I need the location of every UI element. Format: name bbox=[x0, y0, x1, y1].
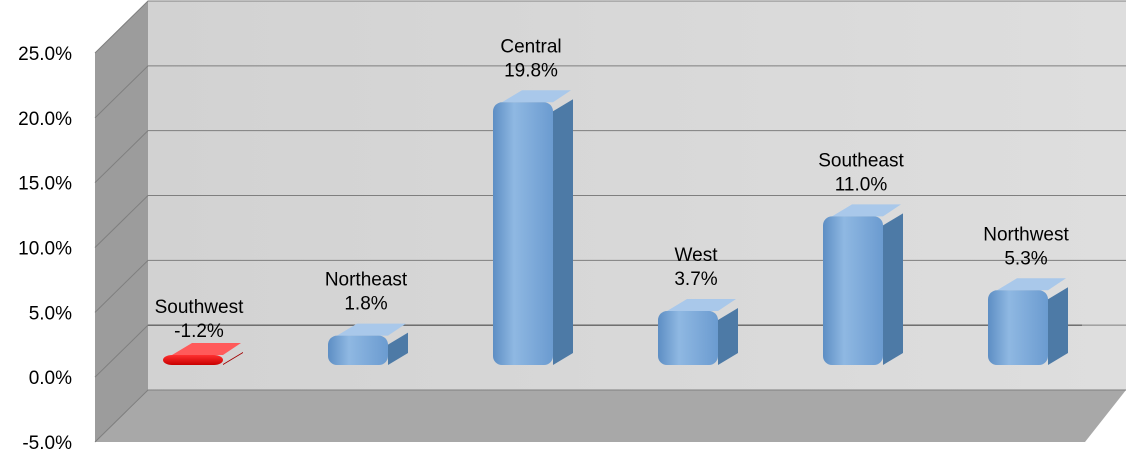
data-label-value: 3.7% bbox=[674, 269, 717, 290]
data-label-value: 5.3% bbox=[1004, 248, 1047, 269]
bar-side bbox=[883, 213, 903, 365]
bar-side bbox=[1048, 287, 1068, 365]
y-tick-label: -5.0% bbox=[22, 433, 72, 454]
data-label-value: 19.8% bbox=[504, 60, 558, 81]
data-label-value: 1.8% bbox=[344, 294, 387, 315]
data-label-value: -1.2% bbox=[174, 321, 224, 342]
y-tick-label: 0.0% bbox=[29, 368, 72, 389]
y-tick-label: 10.0% bbox=[18, 239, 72, 260]
data-label-category: Southwest bbox=[155, 297, 244, 318]
bar bbox=[823, 216, 883, 365]
bar bbox=[658, 311, 718, 365]
y-tick-label: 5.0% bbox=[29, 303, 72, 324]
data-label-category: Northwest bbox=[983, 224, 1069, 245]
y-axis-ticks: -5.0% 0.0% 5.0% 10.0% 15.0% 20.0% 25.0% bbox=[18, 44, 72, 454]
bar-side bbox=[388, 332, 408, 365]
gridline bbox=[94, 130, 1126, 184]
gridline bbox=[94, 389, 1126, 443]
data-label-category: Northeast bbox=[325, 270, 408, 291]
bar bbox=[988, 290, 1048, 365]
bar bbox=[163, 355, 223, 365]
bar-top bbox=[997, 278, 1066, 291]
gridline bbox=[94, 259, 1126, 313]
bar bbox=[328, 335, 388, 365]
data-labels: Southwest -1.2% Northeast 1.8% Central 19.8% W… bbox=[155, 36, 1070, 342]
data-label-category: Southeast bbox=[818, 150, 904, 171]
gridlines bbox=[94, 0, 1126, 443]
y-tick-label: 20.0% bbox=[18, 109, 72, 130]
bar-top bbox=[832, 204, 901, 217]
gridline bbox=[94, 65, 1126, 119]
y-tick-label: 25.0% bbox=[18, 44, 72, 65]
bar-top bbox=[667, 299, 736, 312]
bar-top bbox=[502, 90, 571, 103]
bar-side bbox=[223, 352, 243, 365]
floor bbox=[95, 390, 1126, 442]
bars bbox=[163, 90, 1068, 365]
bar-side bbox=[553, 99, 573, 365]
data-label-category: Central bbox=[500, 36, 561, 57]
bar-side bbox=[718, 308, 738, 365]
bar-top bbox=[337, 323, 406, 336]
bar-top bbox=[172, 343, 241, 355]
gridline bbox=[94, 195, 1126, 248]
chart-walls bbox=[95, 1, 1126, 442]
y-tick-label: 15.0% bbox=[18, 174, 72, 195]
data-label-category: West bbox=[675, 245, 719, 266]
gridline bbox=[94, 0, 1126, 54]
bar bbox=[493, 102, 553, 365]
data-label-value: 11.0% bbox=[835, 174, 888, 195]
